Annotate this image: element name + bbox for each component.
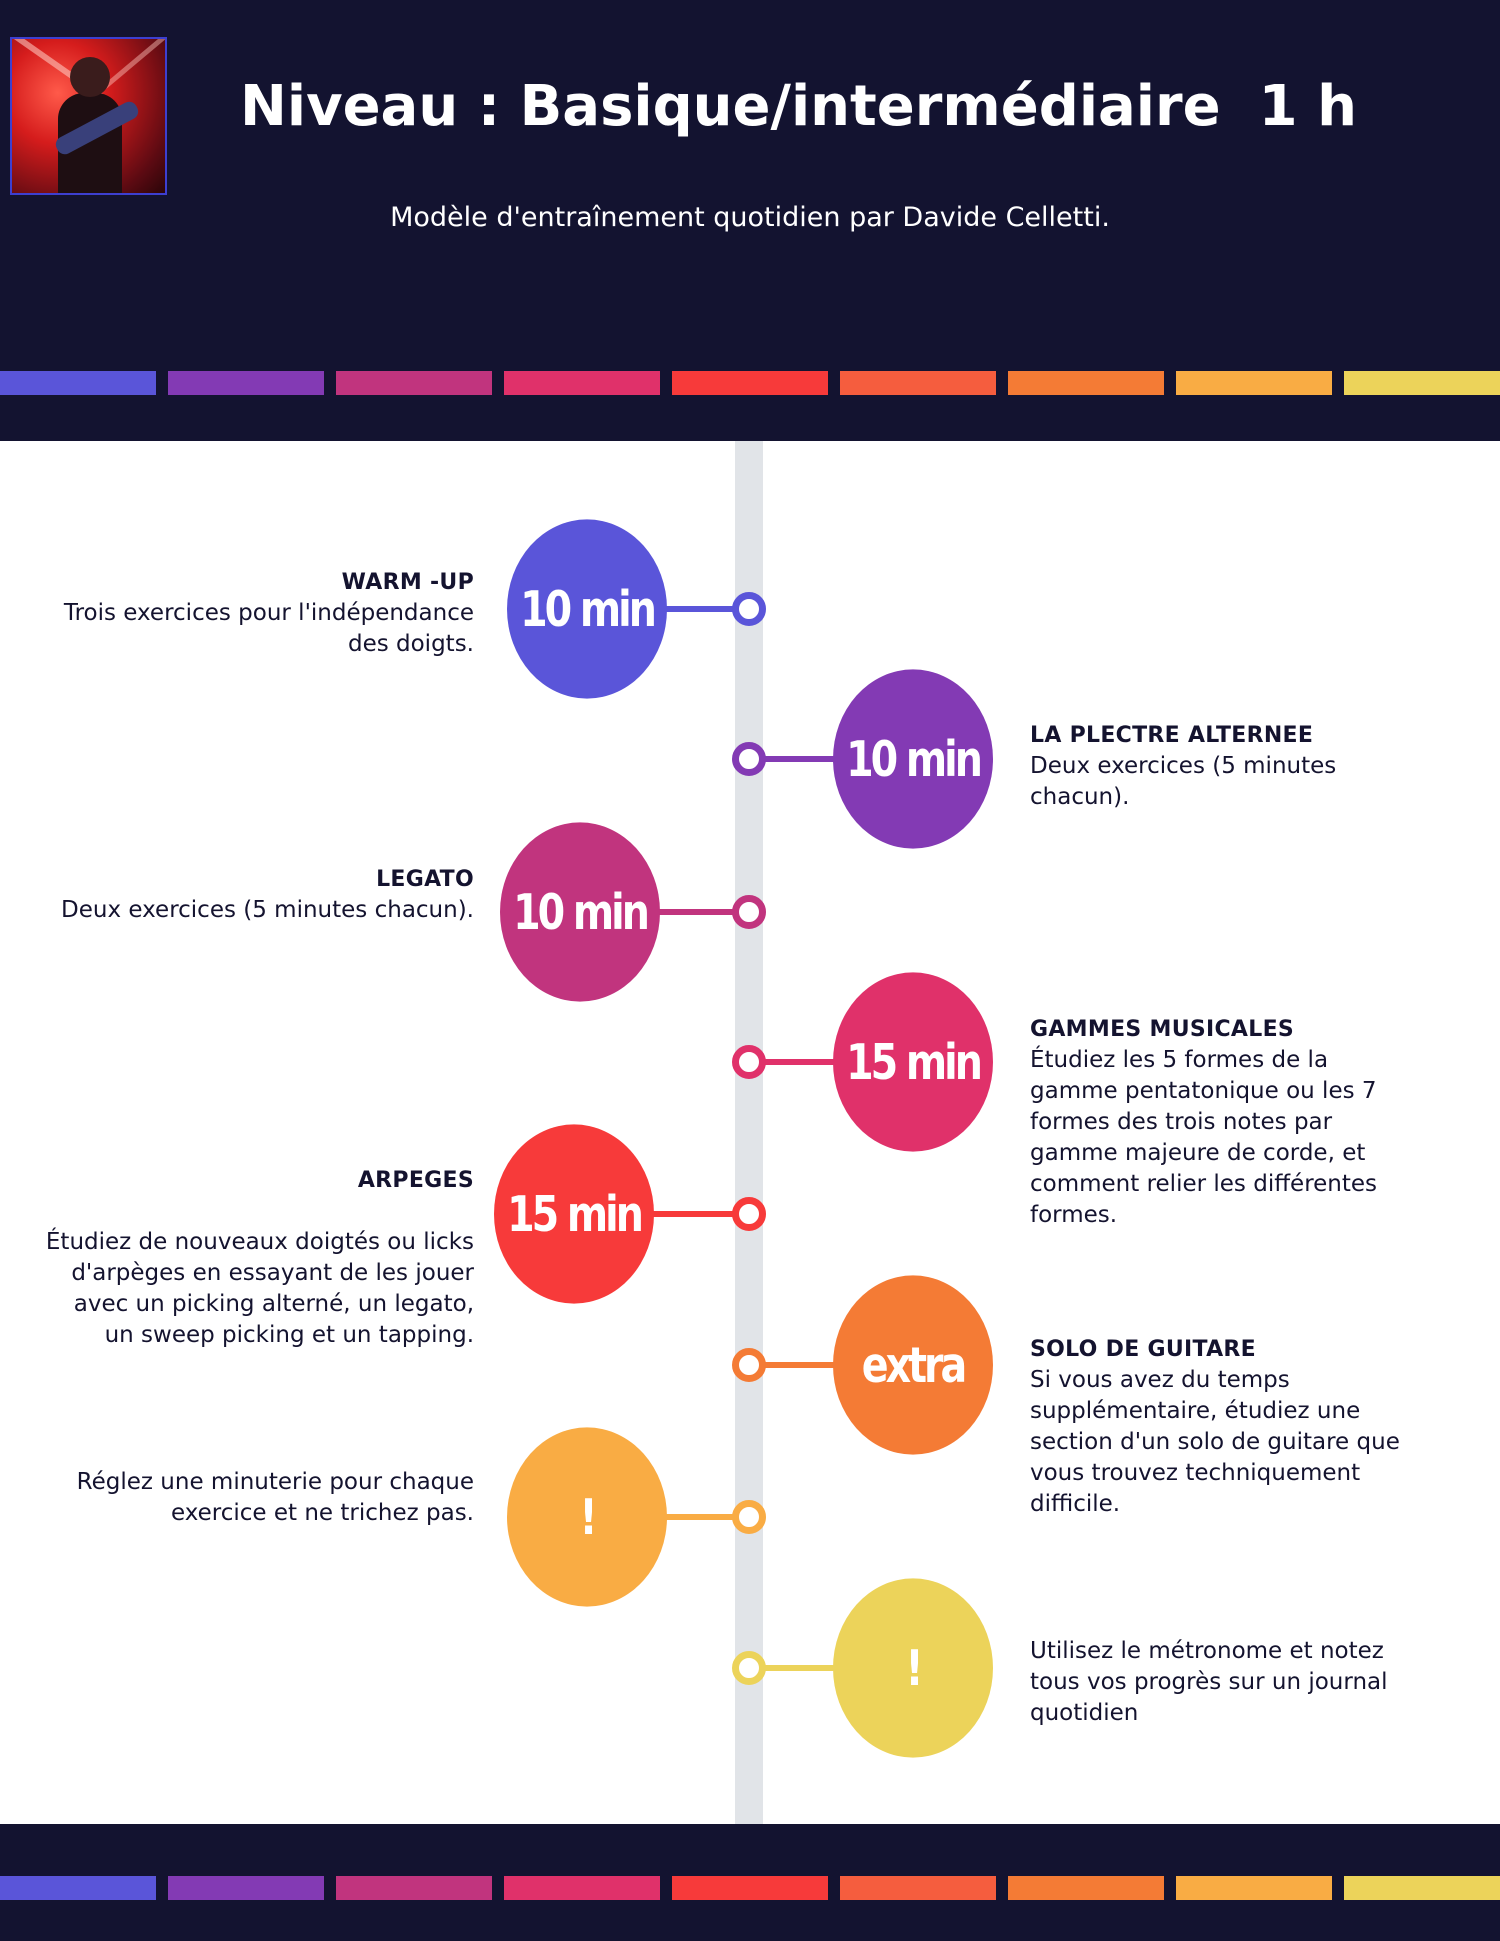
stripe-segment (840, 1876, 996, 1900)
section-text: Utilisez le métronome et notez tous vos … (1030, 1638, 1388, 1726)
stripe-segment (1344, 1876, 1500, 1900)
timeline-description: LA PLECTRE ALTERNEE Deux exercices (5 min… (1030, 720, 1410, 813)
timeline-connector (587, 1514, 749, 1520)
duration-badge: 10 min (833, 669, 993, 849)
section-heading: LA PLECTRE ALTERNEE (1030, 723, 1314, 748)
section-heading: GAMMES MUSICALES (1030, 1017, 1295, 1042)
timeline-description: ARPEGES Étudiez de nouveaux doigtés ou li… (44, 1165, 474, 1351)
stripe-segment (0, 371, 156, 395)
stripe-segment (672, 1876, 828, 1900)
stripe-segment (840, 371, 996, 395)
timeline-spine (735, 441, 763, 1824)
duration-badge: ! (833, 1578, 993, 1758)
section-text: Étudiez de nouveaux doigtés ou licks d'a… (45, 1229, 474, 1348)
stripe-segment (168, 371, 324, 395)
timeline-description: WARM -UP Trois exercices pour l'indépenda… (44, 567, 474, 660)
timeline-node (732, 1197, 766, 1231)
timeline-node (732, 1045, 766, 1079)
timeline-connector (580, 909, 749, 915)
section-text: Deux exercices (5 minutes chacun). (1030, 753, 1337, 810)
level-title: Niveau : Basique/intermédiaire (240, 74, 1221, 139)
duration-badge: ! (507, 1427, 667, 1607)
section-text: Deux exercices (5 minutes chacun). (61, 897, 474, 923)
section-heading: LEGATO (376, 867, 474, 892)
timeline-node (732, 1651, 766, 1685)
header-banner (0, 0, 1500, 441)
timeline-description: LEGATO Deux exercices (5 minutes chacun). (44, 864, 474, 926)
stripe-segment (1176, 371, 1332, 395)
duration-badge: extra (833, 1275, 993, 1455)
stripe-segment (504, 371, 660, 395)
timeline-description: Utilisez le métronome et notez tous vos … (1030, 1636, 1420, 1729)
stripe-segment (0, 1876, 156, 1900)
page-title: Niveau : Basique/intermédiaire 1 h (240, 74, 1360, 150)
section-heading: SOLO DE GUITARE (1030, 1337, 1256, 1362)
timeline-description: GAMMES MUSICALES Étudiez les 5 formes de … (1030, 1014, 1420, 1231)
section-heading: WARM -UP (341, 570, 474, 595)
timeline-connector (749, 1059, 913, 1065)
stripe-segment (168, 1876, 324, 1900)
timeline-description: SOLO DE GUITARE Si vous avez du temps sup… (1030, 1334, 1410, 1520)
stripe-segment (1176, 1876, 1332, 1900)
stripe-segment (672, 371, 828, 395)
section-text: Étudiez les 5 formes de la gamme pentato… (1030, 1047, 1378, 1228)
section-text: Réglez une minuterie pour chaque exercic… (76, 1469, 474, 1526)
timeline-connector (749, 1665, 913, 1671)
stripe-segment (504, 1876, 660, 1900)
duration-badge: 10 min (507, 519, 667, 699)
timeline-node (732, 1500, 766, 1534)
stripe-segment (1008, 371, 1164, 395)
section-text: Si vous avez du temps supplémentaire, ét… (1030, 1367, 1400, 1517)
timeline-node (732, 742, 766, 776)
stripe-segment (1344, 371, 1500, 395)
timeline-node (732, 592, 766, 626)
subtitle: Modèle d'entraînement quotidien par Davi… (390, 202, 1110, 233)
timeline-connector (749, 1362, 913, 1368)
timeline-node (732, 1348, 766, 1382)
section-text: Trois exercices pour l'indépendance des … (63, 600, 474, 657)
timeline-node (732, 895, 766, 929)
timeline-connector (587, 606, 749, 612)
timeline-connector (574, 1211, 749, 1217)
duration-badge: 15 min (833, 972, 993, 1152)
stripe-segment (1008, 1876, 1164, 1900)
duration-badge: 15 min (494, 1124, 654, 1304)
stripe-segment (336, 1876, 492, 1900)
guitarist-photo (10, 37, 167, 195)
duration-label: 1 h (1258, 74, 1357, 139)
timeline-connector (749, 756, 913, 762)
duration-badge: 10 min (500, 822, 660, 1002)
section-heading: ARPEGES (357, 1168, 474, 1193)
stripe-segment (336, 371, 492, 395)
timeline-description: Réglez une minuterie pour chaque exercic… (44, 1467, 474, 1529)
